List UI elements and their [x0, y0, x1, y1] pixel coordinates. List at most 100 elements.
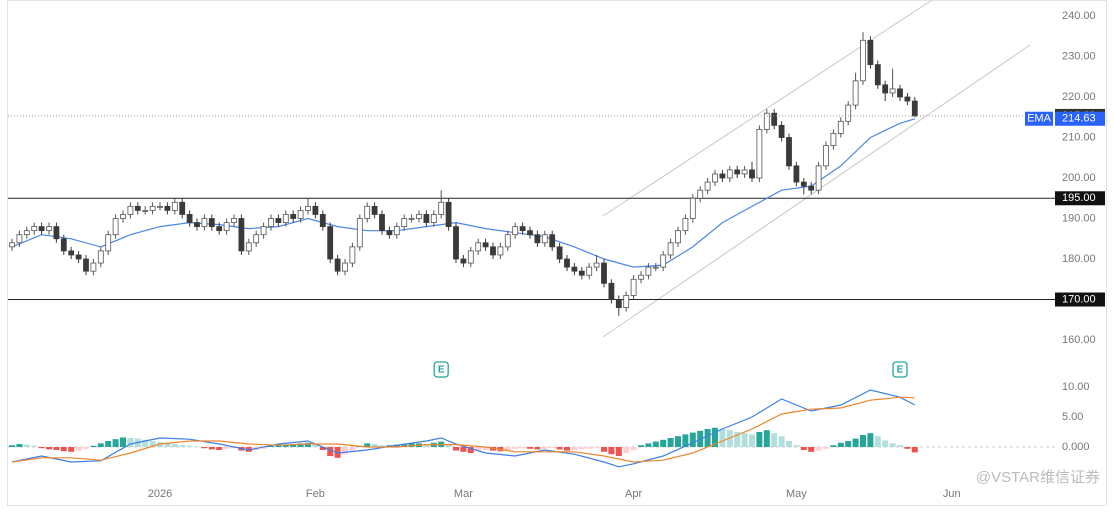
candle-body	[601, 262, 607, 284]
histogram-bar	[260, 447, 267, 449]
histogram-bar	[793, 445, 800, 447]
histogram-bar	[860, 435, 866, 447]
histogram-bar	[83, 447, 89, 449]
histogram-bar	[778, 436, 785, 447]
candle-body	[260, 226, 267, 236]
histogram-bar	[719, 429, 726, 447]
histogram-bar	[275, 445, 282, 447]
price-panel: 160.00 170.00 180.00 190.00 200.00 210.00 220.…	[8, 10, 1105, 378]
ema-tag-name-box	[1025, 111, 1053, 126]
candle-body	[623, 295, 630, 309]
histogram-bar	[815, 447, 822, 451]
histogram-bar	[771, 433, 778, 447]
candle-body	[689, 197, 696, 219]
candle-body	[793, 165, 800, 183]
histogram-bar	[608, 447, 615, 455]
histogram-bar	[105, 441, 112, 447]
histogram-bar	[282, 444, 289, 447]
histogram-bar	[645, 443, 652, 447]
histogram-bar	[504, 447, 511, 450]
candle-body	[519, 226, 526, 232]
candle-body	[319, 214, 326, 228]
macd-line	[11, 396, 915, 463]
histogram-bar	[556, 447, 563, 450]
candle-body	[697, 189, 704, 199]
level-tag	[1055, 191, 1105, 206]
candle-body	[268, 218, 274, 228]
candle-body	[874, 64, 881, 86]
candle-body	[704, 181, 711, 191]
histogram-bar	[319, 447, 326, 450]
histogram-bar	[68, 447, 75, 452]
histogram-bar	[127, 438, 134, 447]
candle-body	[356, 218, 363, 248]
candle-body	[105, 234, 112, 252]
candle-body	[149, 205, 156, 211]
histogram-bar	[179, 445, 186, 447]
candle-body	[83, 258, 89, 272]
candle-body	[675, 230, 681, 244]
histogram-bar	[312, 444, 319, 447]
histogram-bar	[578, 447, 585, 450]
candle-body	[223, 222, 230, 232]
histogram-bar	[882, 440, 889, 447]
histogram-bar	[53, 447, 60, 450]
histogram-bar	[808, 447, 815, 452]
candle-body	[460, 258, 467, 264]
candle-body	[845, 104, 852, 122]
candle-body	[726, 169, 733, 179]
event-marker	[892, 361, 908, 378]
histogram-bar	[874, 436, 881, 447]
macd-panel: 2026 Feb Mar Apr May Jun 0.000 5.00 10.00	[8, 381, 1090, 500]
candle-body	[120, 214, 126, 219]
histogram-bar	[460, 447, 467, 452]
histogram-bar	[527, 447, 533, 449]
candle-body	[9, 242, 15, 248]
candle-body	[749, 169, 755, 179]
channel-lower	[602, 44, 1031, 338]
histogram-bar	[749, 434, 755, 447]
candle-body	[852, 80, 859, 106]
histogram-bar	[867, 433, 874, 447]
histogram-bar	[586, 447, 593, 449]
histogram-bar	[630, 447, 637, 450]
histogram-bar	[756, 432, 763, 447]
candle-body	[282, 214, 289, 223]
candle-body	[823, 145, 829, 167]
histogram-bar	[423, 444, 430, 447]
candle-body	[534, 234, 541, 244]
y-tick-label: 240.00	[1062, 10, 1096, 22]
macd-line	[11, 389, 916, 468]
candle-body	[90, 262, 97, 272]
candle-body	[60, 238, 67, 252]
candle-body	[379, 214, 385, 232]
candle-body	[38, 226, 45, 232]
candle-body	[556, 246, 563, 260]
candle-body	[815, 165, 822, 191]
x-tick-label: Jun	[943, 488, 961, 500]
histogram-bar	[638, 445, 644, 447]
histogram-bar	[290, 444, 297, 447]
histogram-bar	[482, 447, 489, 450]
y-tick-label: 230.00	[1062, 50, 1096, 62]
histogram-bar	[23, 444, 30, 447]
candle-body	[860, 39, 866, 82]
candle-body	[68, 250, 75, 256]
histogram-bar	[889, 443, 896, 447]
candle-body	[334, 258, 341, 272]
ema-tag-name: EMA	[1027, 113, 1052, 125]
level-tag-label: 170.00	[1062, 293, 1096, 305]
histogram-bar	[667, 438, 674, 447]
candle-body	[652, 266, 659, 269]
candle-body	[408, 218, 415, 220]
candle-body	[297, 210, 304, 219]
candle-body	[778, 124, 785, 138]
candle-body	[504, 234, 511, 248]
histogram-bar	[741, 433, 748, 447]
histogram-bar	[571, 447, 578, 450]
candle-body	[290, 214, 297, 219]
histogram-bar	[601, 447, 607, 452]
candle-body	[216, 226, 223, 232]
histogram-bar	[786, 441, 792, 447]
